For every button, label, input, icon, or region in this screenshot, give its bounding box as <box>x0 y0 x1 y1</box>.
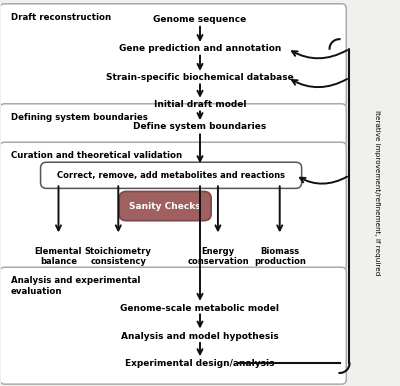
Text: Initial draft model: Initial draft model <box>154 100 246 109</box>
Text: Analysis and experimental: Analysis and experimental <box>11 276 140 286</box>
Text: Gene prediction and annotation: Gene prediction and annotation <box>119 44 281 53</box>
Text: Stoichiometry
consistency: Stoichiometry consistency <box>85 247 152 266</box>
Text: evaluation: evaluation <box>11 287 62 296</box>
Text: Genome-scale metabolic model: Genome-scale metabolic model <box>120 304 280 313</box>
FancyBboxPatch shape <box>0 267 346 384</box>
Text: Draft reconstruction: Draft reconstruction <box>11 13 111 22</box>
Text: Strain-specific biochemical database: Strain-specific biochemical database <box>106 73 294 82</box>
Text: Correct, remove, add metabolites and reactions: Correct, remove, add metabolites and rea… <box>57 171 285 180</box>
FancyBboxPatch shape <box>119 191 211 221</box>
Text: Biomass
production: Biomass production <box>254 247 306 266</box>
Text: Iterative improvement/refinement, if required: Iterative improvement/refinement, if req… <box>374 110 380 276</box>
Text: Define system boundaries: Define system boundaries <box>133 122 267 131</box>
FancyBboxPatch shape <box>40 162 302 188</box>
Text: Experimental design/analysis: Experimental design/analysis <box>125 359 275 368</box>
Text: Analysis and model hypothesis: Analysis and model hypothesis <box>121 332 279 340</box>
Text: Curation and theoretical validation: Curation and theoretical validation <box>11 151 182 161</box>
Text: Sanity Checks: Sanity Checks <box>129 201 201 211</box>
Text: Genome sequence: Genome sequence <box>153 15 247 24</box>
FancyBboxPatch shape <box>0 104 346 146</box>
Text: Elemental
balance: Elemental balance <box>35 247 82 266</box>
Text: Defining system boundaries: Defining system boundaries <box>11 113 148 122</box>
Text: Energy
conservation: Energy conservation <box>187 247 249 266</box>
FancyBboxPatch shape <box>0 4 346 107</box>
FancyBboxPatch shape <box>0 142 346 271</box>
